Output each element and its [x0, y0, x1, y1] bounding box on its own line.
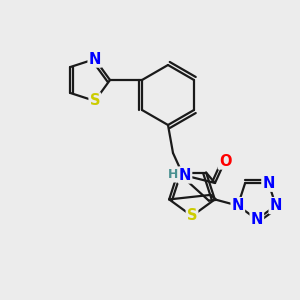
- Text: N: N: [270, 198, 282, 213]
- Text: H: H: [168, 169, 178, 182]
- Text: N: N: [179, 167, 191, 182]
- Text: N: N: [250, 212, 263, 227]
- Text: N: N: [232, 198, 244, 213]
- Text: S: S: [89, 93, 100, 108]
- Text: N: N: [262, 176, 275, 191]
- Text: N: N: [88, 52, 101, 67]
- Text: S: S: [187, 208, 197, 224]
- Text: O: O: [219, 154, 231, 169]
